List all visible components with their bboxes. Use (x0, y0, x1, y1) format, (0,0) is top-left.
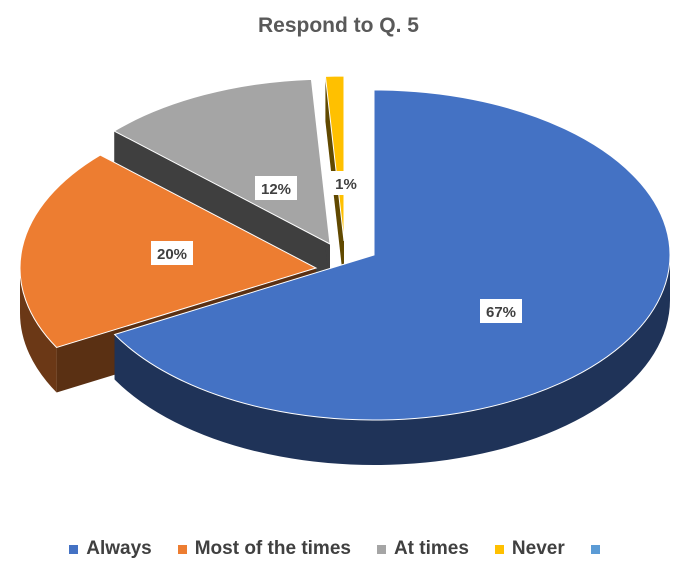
legend-swatch (494, 544, 504, 554)
data-label: 67% (486, 304, 516, 321)
legend-item (590, 538, 608, 560)
legend-item: Most of the times (177, 538, 351, 560)
chart-legend: Always Most of the times At times Never (0, 538, 677, 560)
chart-title: Respond to Q. 5 (257, 14, 419, 37)
data-label: 12% (261, 181, 291, 198)
data-label-box (480, 299, 522, 323)
data-label-box (255, 176, 297, 200)
slice-always-rim (114, 255, 670, 465)
legend-swatch (69, 544, 79, 554)
slice-always (113, 89, 671, 421)
data-label: 20% (157, 246, 187, 263)
legend-item: Never (494, 538, 565, 560)
pie-chart: 67% 20% 12% 1% (19, 75, 671, 465)
legend-label: Never (511, 538, 565, 559)
data-labels: 67% 20% 12% 1% (151, 171, 522, 323)
legend-label: At times (393, 538, 469, 559)
data-label-box (151, 241, 193, 265)
slice-at-times (113, 78, 331, 245)
data-label: 1% (335, 176, 357, 193)
legend-swatch (376, 544, 386, 554)
slice-never (324, 75, 345, 242)
legend-label: Always (86, 538, 152, 559)
legend-item: At times (376, 538, 469, 560)
slice-most-of-the-times-rim (20, 268, 57, 393)
legend-swatch (590, 544, 600, 554)
legend-swatch (177, 544, 187, 554)
legend-label: Most of the times (194, 538, 351, 559)
data-label-box (330, 171, 362, 195)
legend-item: Always (69, 538, 152, 560)
